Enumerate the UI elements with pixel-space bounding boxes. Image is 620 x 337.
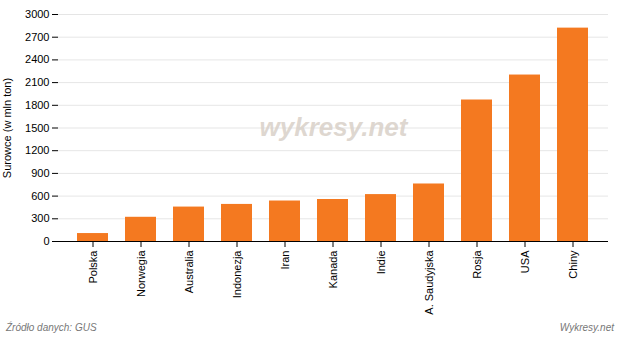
- svg-text:900: 900: [31, 167, 49, 179]
- svg-text:300: 300: [31, 212, 49, 224]
- svg-text:3000: 3000: [25, 8, 49, 20]
- svg-text:2100: 2100: [25, 76, 49, 88]
- html-text:Źródło danych: GUS: Źródło danych: GUS: [6, 322, 97, 333]
- svg-text:Kanada: Kanada: [327, 250, 339, 289]
- svg-text:Chiny: Chiny: [567, 250, 579, 279]
- svg-text:Indie: Indie: [375, 251, 387, 275]
- svg-text:Indonezja: Indonezja: [231, 250, 243, 299]
- svg-text:2700: 2700: [25, 31, 49, 43]
- svg-text:1200: 1200: [25, 144, 49, 156]
- svg-text:1500: 1500: [25, 122, 49, 134]
- svg-text:wykresy.net: wykresy.net: [260, 112, 409, 142]
- svg-text:Iran: Iran: [279, 251, 291, 270]
- svg-text:Norwegia: Norwegia: [135, 250, 147, 297]
- svg-text:0: 0: [43, 235, 49, 247]
- svg-text:USA: USA: [519, 250, 531, 273]
- svg-text:Surowce (w mln ton): Surowce (w mln ton): [1, 78, 13, 178]
- svg-text:1800: 1800: [25, 99, 49, 111]
- svg-text:Australia: Australia: [183, 250, 195, 294]
- svg-text:Rosja: Rosja: [471, 250, 483, 279]
- svg-text:600: 600: [31, 190, 49, 202]
- html-text:Wykresy.net: Wykresy.net: [559, 322, 614, 333]
- svg-text:2400: 2400: [25, 53, 49, 65]
- svg-text:Polska: Polska: [87, 250, 99, 284]
- svg-text:A. Saudyjska: A. Saudyjska: [423, 250, 435, 315]
